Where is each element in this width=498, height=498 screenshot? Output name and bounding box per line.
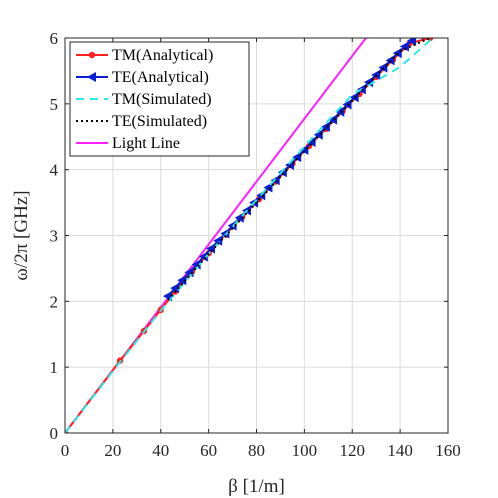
y-tick-label: 3 xyxy=(50,227,59,246)
te-analytical-point xyxy=(177,275,187,286)
te-analytical-point xyxy=(220,228,230,239)
y-tick-label: 2 xyxy=(50,292,59,311)
y-axis-label: ω/2π [GHz] xyxy=(11,190,32,280)
te-analytical-point xyxy=(292,152,302,163)
x-tick-label: 0 xyxy=(61,441,70,460)
x-tick-label: 120 xyxy=(340,441,366,460)
legend-label: TM(Simulated) xyxy=(112,91,212,108)
te-analytical-point xyxy=(399,41,409,52)
legend-marker xyxy=(88,51,96,59)
y-tick-label: 5 xyxy=(50,95,59,114)
te-analytical-point xyxy=(170,283,180,294)
legend-label: TE(Simulated) xyxy=(112,113,207,130)
te-analytical-point xyxy=(407,38,417,46)
x-axis-label: β [1/m] xyxy=(228,476,285,497)
te-analytical-point xyxy=(299,144,309,155)
series-line-2 xyxy=(65,38,432,433)
te-analytical-point xyxy=(213,235,223,246)
te-analytical-point xyxy=(328,114,338,125)
te-analytical-point xyxy=(335,106,345,117)
y-tick-label: 4 xyxy=(50,161,59,180)
te-analytical-point xyxy=(342,99,352,110)
legend: TM(Analytical) TE(Analytical) TM(Simulated… xyxy=(69,41,250,157)
te-analytical-point xyxy=(234,212,244,223)
ticks: 0 20 40 60 80 100 120 140 160 0 1 2 3 4 5 6 xyxy=(50,29,461,460)
x-tick-label: 60 xyxy=(200,441,217,460)
legend-label: Light Line xyxy=(112,135,180,152)
te-analytical-point xyxy=(313,129,323,140)
legend-label: TM(Analytical) xyxy=(112,47,213,64)
series-layer xyxy=(65,23,434,433)
x-tick-label: 40 xyxy=(152,441,169,460)
x-tick-label: 80 xyxy=(248,441,265,460)
te-analytical-point xyxy=(371,69,381,80)
te-analytical-point xyxy=(227,220,237,231)
y-tick-label: 1 xyxy=(50,358,59,377)
te-analytical-point xyxy=(206,243,216,254)
x-tick-label: 140 xyxy=(387,441,413,460)
te-analytical-point xyxy=(320,121,330,132)
te-analytical-point xyxy=(198,251,208,262)
te-analytical-point xyxy=(285,160,295,171)
y-tick-label: 6 xyxy=(50,29,59,48)
x-tick-label: 20 xyxy=(104,441,121,460)
legend-marker xyxy=(87,72,96,82)
legend-label: TE(Analytical) xyxy=(112,69,209,86)
te-analytical-point xyxy=(423,23,432,33)
x-tick-label: 100 xyxy=(292,441,318,460)
legend-box xyxy=(69,41,250,157)
x-tick-label: 160 xyxy=(435,441,461,460)
te-analytical-point xyxy=(306,137,316,148)
y-tick-label: 0 xyxy=(50,424,59,443)
series-line-3 xyxy=(167,38,431,301)
